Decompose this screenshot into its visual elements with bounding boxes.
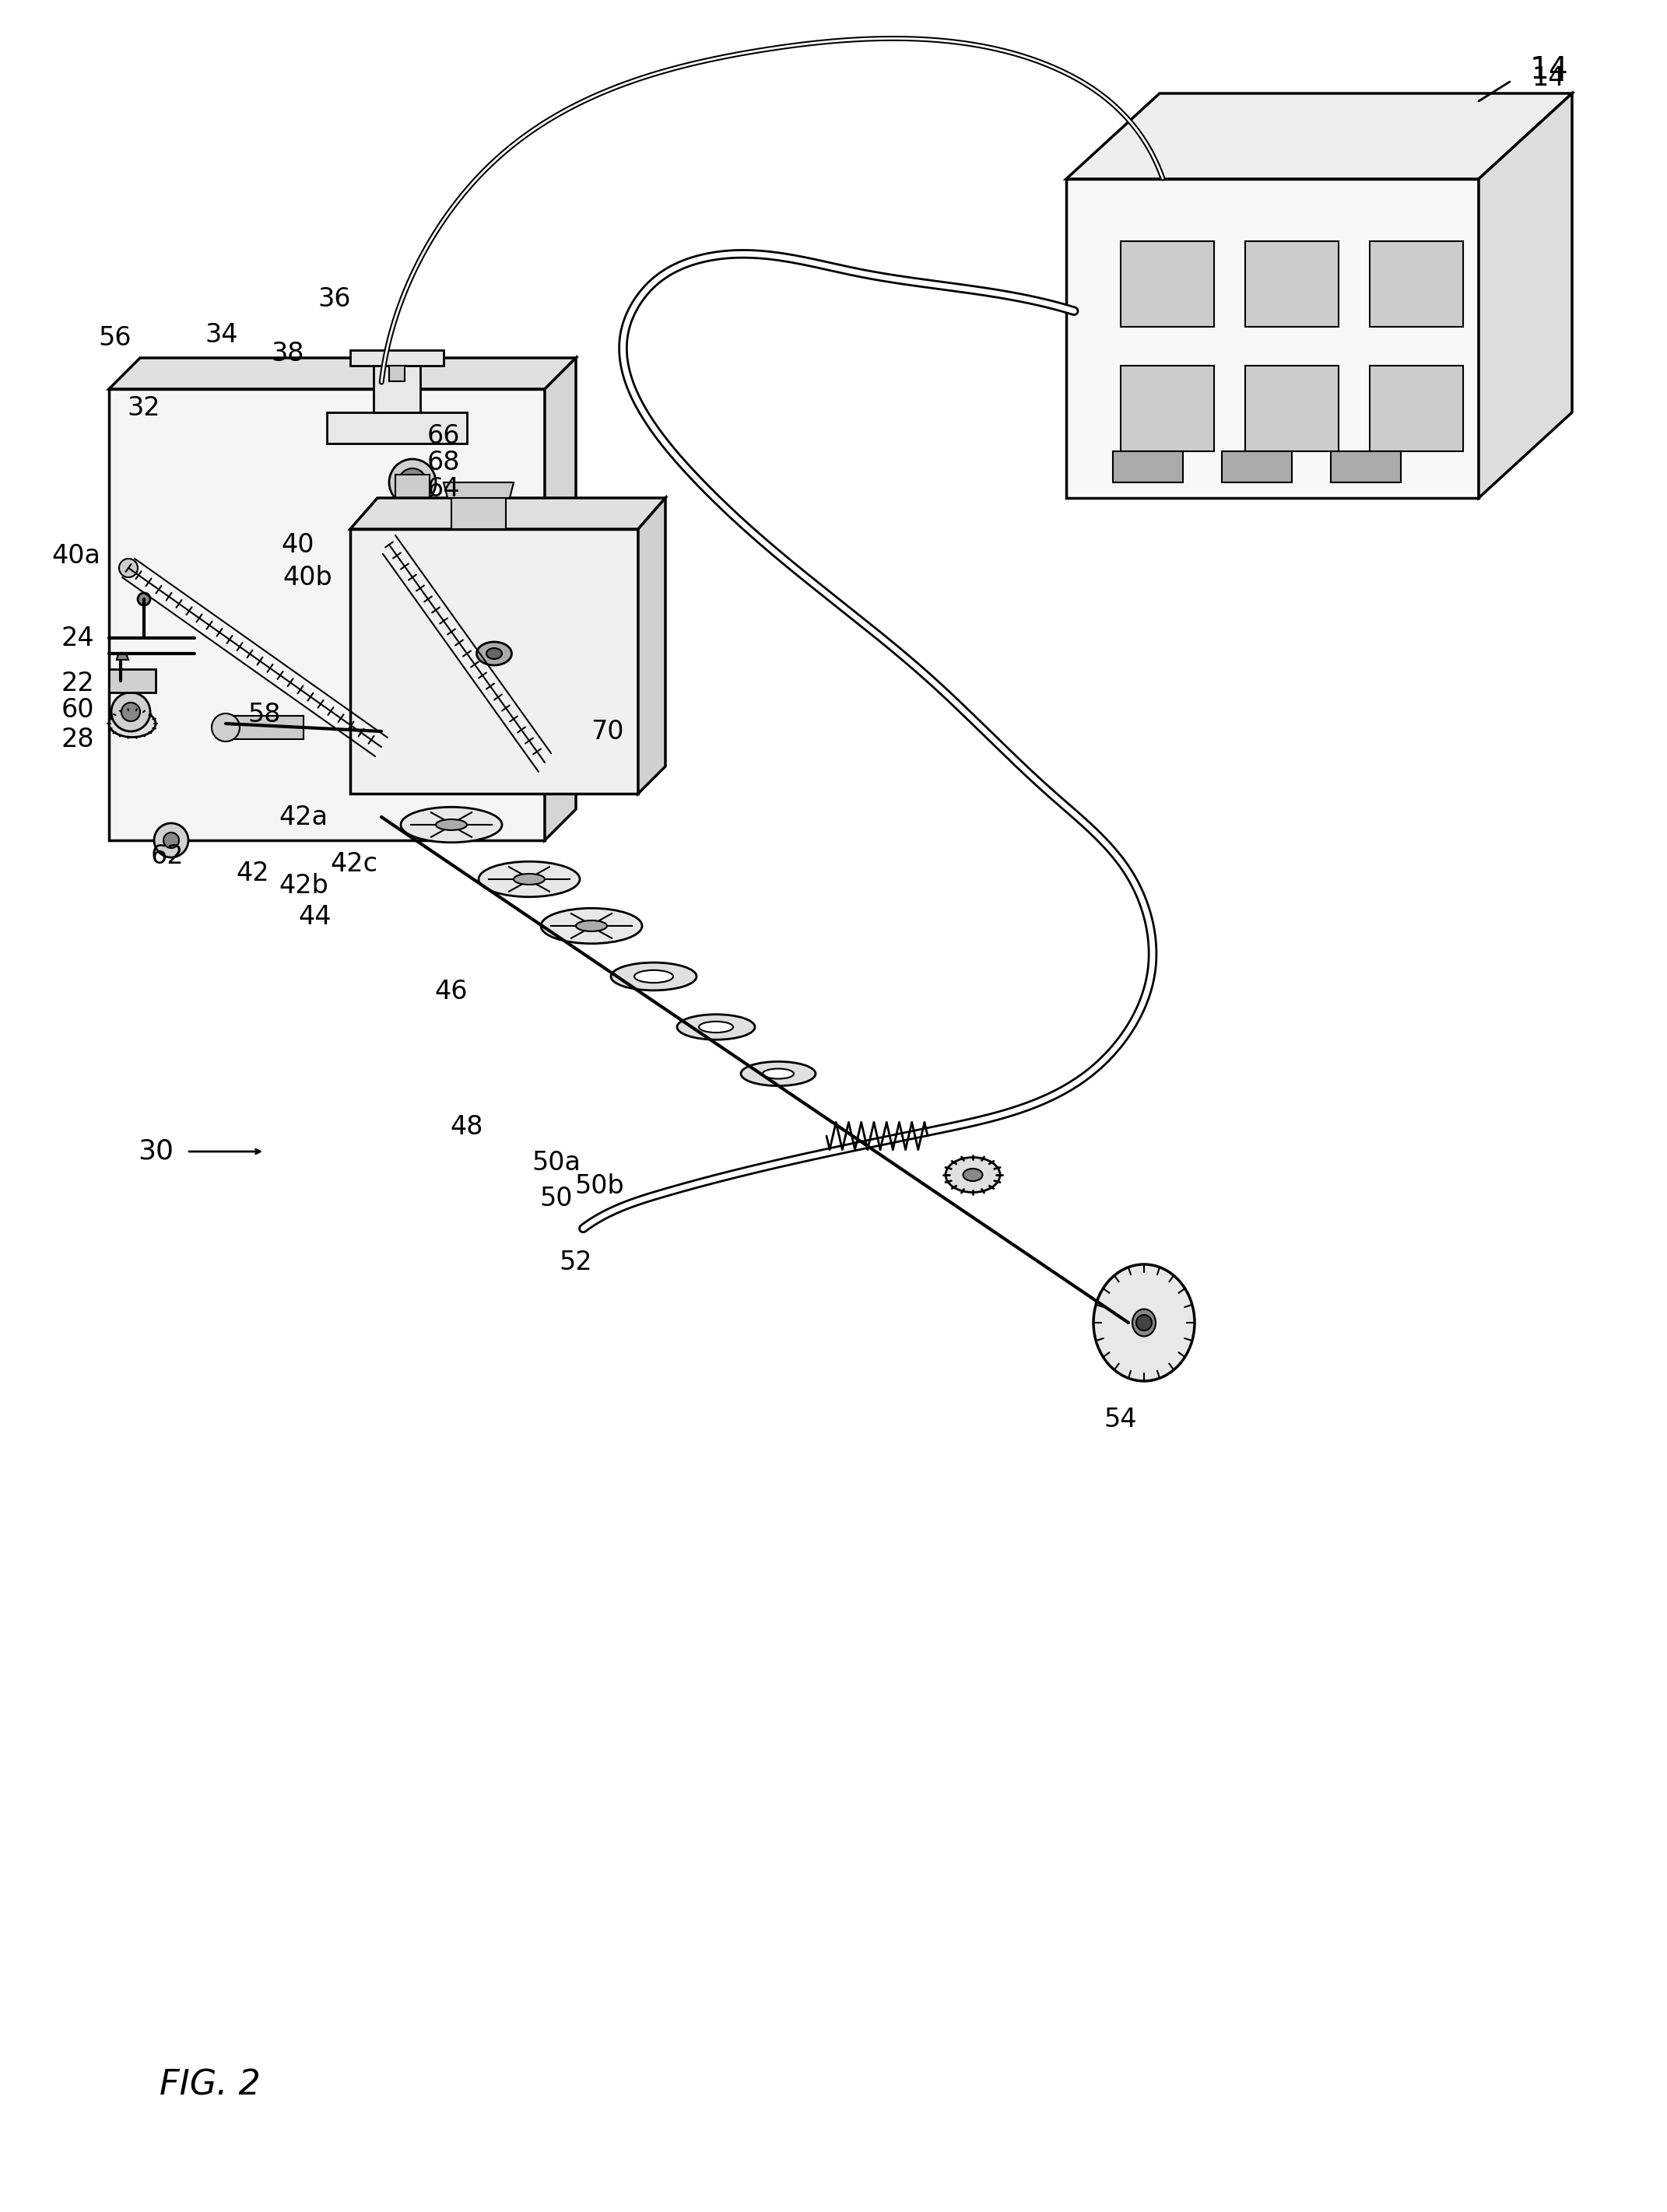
Circle shape: [112, 692, 150, 732]
Polygon shape: [1479, 93, 1572, 498]
Polygon shape: [1222, 451, 1292, 482]
Text: FIG. 2: FIG. 2: [160, 2068, 260, 2101]
Polygon shape: [452, 498, 505, 529]
Ellipse shape: [1094, 1265, 1195, 1380]
Ellipse shape: [945, 1157, 1000, 1192]
Circle shape: [118, 560, 138, 577]
Text: 40: 40: [282, 531, 315, 557]
Text: 66: 66: [427, 422, 460, 449]
Text: 38: 38: [272, 341, 305, 367]
Polygon shape: [350, 529, 638, 794]
Polygon shape: [1067, 179, 1479, 498]
Ellipse shape: [633, 971, 673, 982]
Ellipse shape: [513, 874, 545, 885]
Polygon shape: [1370, 365, 1464, 451]
Circle shape: [407, 476, 418, 489]
Text: 52: 52: [560, 1250, 592, 1274]
Text: 40a: 40a: [52, 544, 100, 568]
Text: 58: 58: [248, 701, 282, 728]
Text: 24: 24: [62, 626, 95, 650]
Ellipse shape: [478, 860, 580, 896]
Polygon shape: [1245, 365, 1339, 451]
Polygon shape: [1370, 241, 1464, 327]
Polygon shape: [395, 476, 430, 513]
Polygon shape: [117, 653, 128, 659]
Text: 64: 64: [427, 476, 460, 502]
Ellipse shape: [487, 648, 502, 659]
Text: 40b: 40b: [283, 564, 332, 591]
Polygon shape: [327, 411, 467, 442]
Text: 44: 44: [298, 905, 332, 929]
Text: 70: 70: [590, 719, 623, 743]
Text: 50b: 50b: [575, 1175, 623, 1199]
Ellipse shape: [964, 1168, 982, 1181]
Text: 54: 54: [1104, 1407, 1137, 1433]
Ellipse shape: [763, 1068, 793, 1079]
Ellipse shape: [540, 909, 642, 945]
Text: 28: 28: [62, 726, 95, 752]
Polygon shape: [350, 349, 443, 365]
Polygon shape: [1067, 93, 1572, 179]
Ellipse shape: [575, 920, 607, 931]
Circle shape: [138, 593, 150, 606]
Text: 50a: 50a: [532, 1150, 580, 1177]
Ellipse shape: [123, 717, 142, 730]
Polygon shape: [638, 498, 665, 794]
Text: 14: 14: [1529, 55, 1569, 84]
Ellipse shape: [740, 1062, 815, 1086]
Text: 48: 48: [450, 1115, 483, 1139]
Text: 42c: 42c: [330, 852, 378, 876]
Circle shape: [1137, 1314, 1152, 1329]
Text: 50: 50: [540, 1186, 573, 1210]
Text: 68: 68: [427, 449, 460, 476]
Circle shape: [398, 469, 427, 495]
Polygon shape: [1245, 241, 1339, 327]
Text: 46: 46: [435, 980, 468, 1004]
Polygon shape: [443, 482, 513, 498]
Ellipse shape: [108, 710, 155, 737]
Polygon shape: [108, 389, 545, 841]
Polygon shape: [388, 365, 405, 380]
Polygon shape: [350, 498, 665, 529]
Polygon shape: [1330, 451, 1400, 482]
Ellipse shape: [477, 641, 512, 666]
Polygon shape: [1114, 451, 1184, 482]
Text: 14: 14: [1532, 64, 1565, 91]
Circle shape: [370, 734, 393, 759]
Ellipse shape: [698, 1022, 733, 1033]
Ellipse shape: [610, 962, 697, 991]
Text: 34: 34: [205, 321, 238, 347]
Text: 42b: 42b: [278, 872, 328, 898]
Ellipse shape: [1132, 1310, 1155, 1336]
Text: 42: 42: [237, 860, 270, 885]
Text: 32: 32: [127, 396, 160, 420]
Polygon shape: [1120, 365, 1214, 451]
Text: 30: 30: [138, 1139, 173, 1166]
Ellipse shape: [677, 1015, 755, 1040]
Text: 36: 36: [318, 288, 352, 312]
Text: 62: 62: [150, 843, 183, 869]
Polygon shape: [108, 668, 155, 692]
Circle shape: [212, 714, 240, 741]
Text: 56: 56: [98, 325, 132, 352]
Polygon shape: [225, 717, 303, 739]
Ellipse shape: [435, 818, 467, 830]
Text: 22: 22: [62, 670, 95, 697]
Circle shape: [122, 703, 140, 721]
Polygon shape: [108, 358, 575, 389]
Text: 42a: 42a: [278, 805, 328, 830]
Ellipse shape: [400, 807, 502, 843]
Circle shape: [163, 832, 178, 847]
Circle shape: [153, 823, 188, 858]
Polygon shape: [545, 358, 575, 841]
Polygon shape: [373, 358, 420, 411]
Circle shape: [388, 460, 435, 507]
Polygon shape: [1120, 241, 1214, 327]
Text: 60: 60: [62, 697, 95, 723]
